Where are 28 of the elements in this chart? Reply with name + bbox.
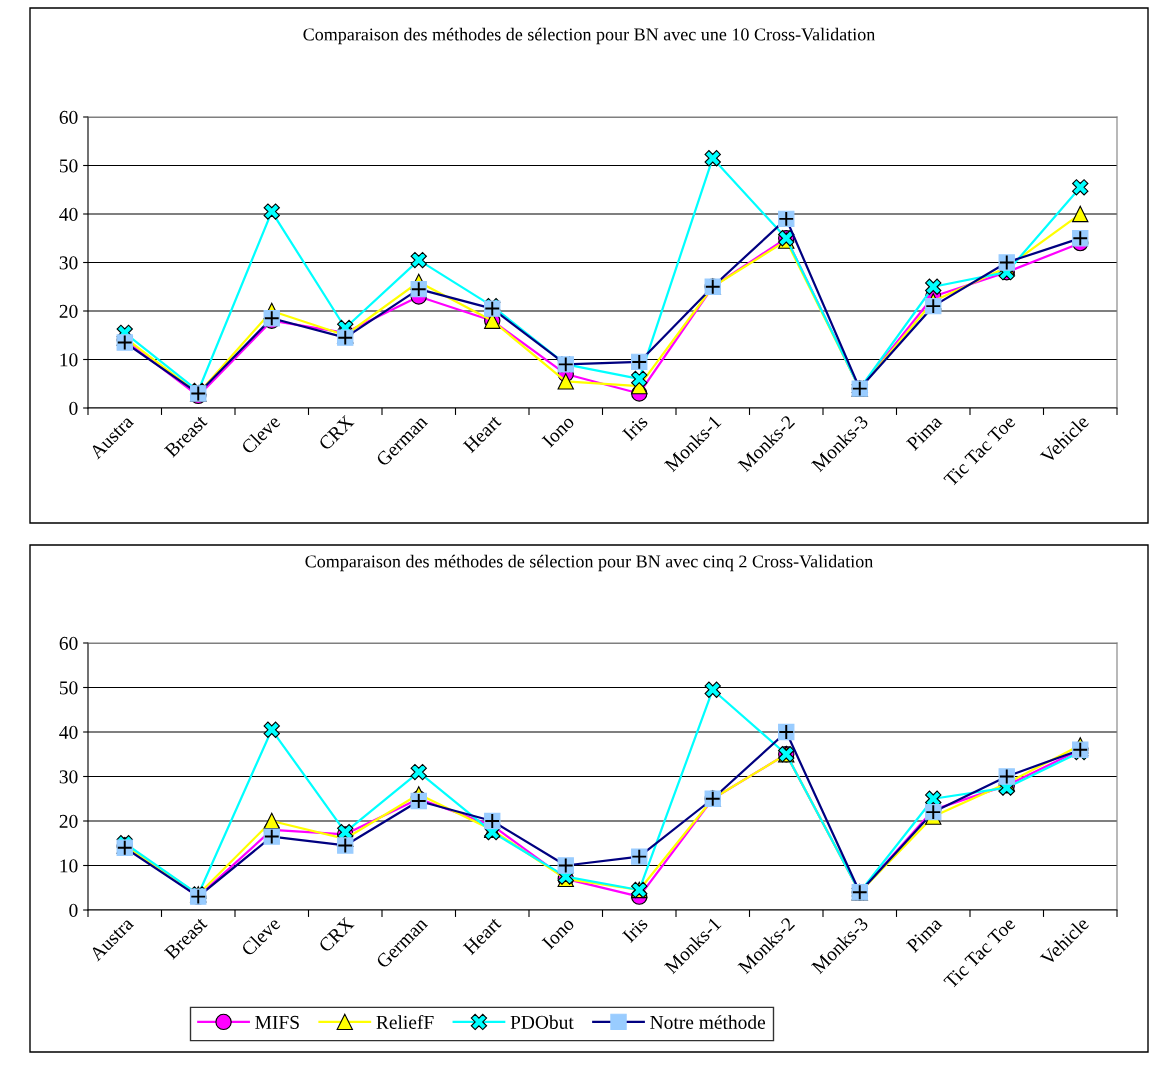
y-tick-label: 50 [59,159,78,173]
x-tick-label: Iris [621,414,649,442]
y-tick-label: 10 [60,859,78,873]
legend-label: MIFS [255,1015,299,1029]
y-tick-label: 60 [59,110,78,124]
y-tick-label: 40 [59,725,78,739]
y-tick-label: 10 [60,353,78,367]
y-tick-label: 0 [69,903,78,917]
y-tick-label: 50 [59,681,78,695]
y-tick-label: 60 [59,636,78,650]
x-tick-label: Iono [541,916,575,950]
y-tick-label: 30 [59,256,78,270]
x-tick-label: Iono [541,414,575,448]
chart-title: Comparaison des méthodes de sélection pour BN avec une 10 Cross-Validation [303,27,876,45]
y-tick-label: 30 [59,770,78,784]
chart-title: Comparaison des méthodes de sélection pour BN avec cinq 2 Cross-Validation [305,554,874,572]
x-tick-label: Pima [905,414,943,452]
x-tick-label: Pima [905,916,943,954]
y-tick-label: 20 [59,814,78,828]
y-tick-label: 40 [59,207,78,221]
x-tick-label: Iris [621,916,649,944]
legend-label: Notre méthode [650,1015,766,1029]
legend-label: ReliefF [376,1015,434,1029]
x-tick-label: Tic Tac Toe [943,414,1016,488]
x-tick-label: Tic Tac Toe [943,916,1016,990]
y-tick-label: 0 [69,401,78,415]
legend-label: PDObut [510,1015,574,1029]
y-tick-label: 20 [59,304,78,318]
